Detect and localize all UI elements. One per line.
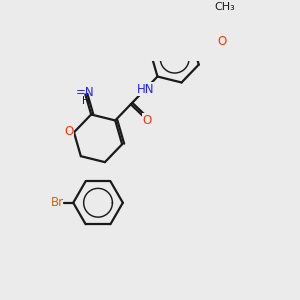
Text: CH₃: CH₃ (214, 2, 235, 12)
Text: O: O (143, 114, 152, 127)
Text: =N: =N (75, 86, 94, 99)
Text: O: O (64, 124, 74, 138)
Text: Br: Br (51, 196, 64, 209)
Text: H: H (82, 96, 89, 106)
Text: HN: HN (136, 83, 154, 96)
Text: O: O (217, 35, 226, 48)
